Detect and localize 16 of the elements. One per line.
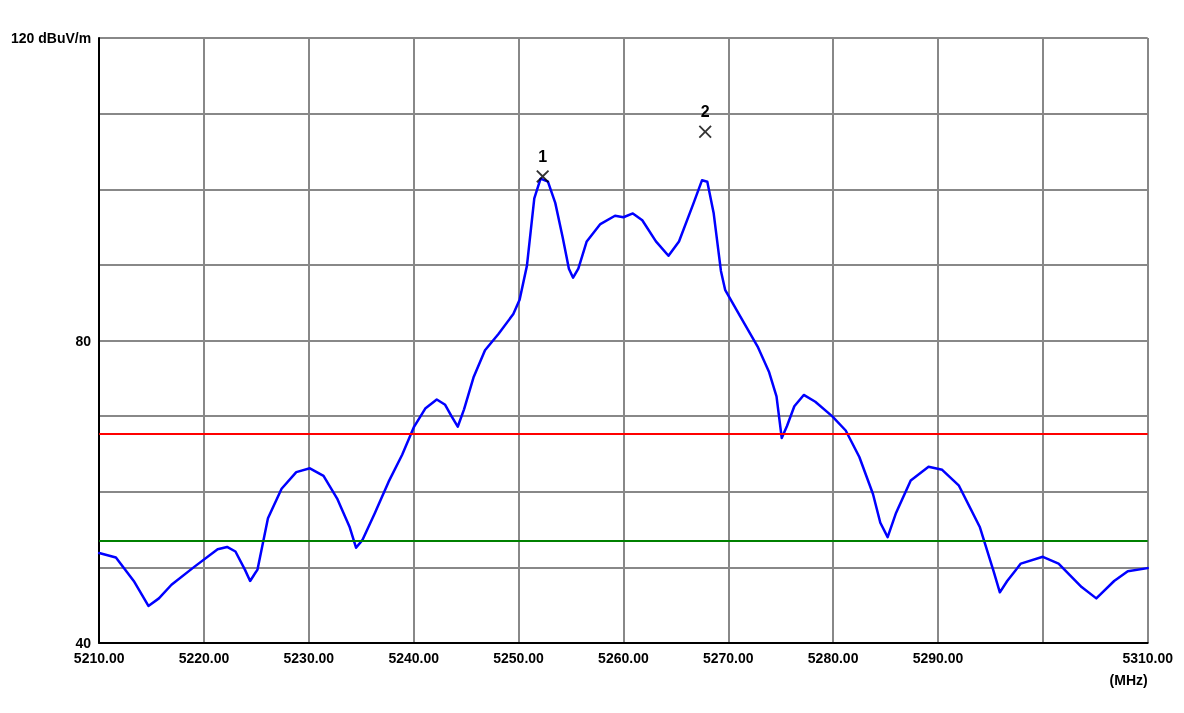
x-tick-label: 5210.00 [73,650,125,666]
x-tick-label: 5260.00 [598,650,649,666]
x-tick-label: 5240.00 [388,650,440,666]
y-tick-label: 120 dBuV/m [11,30,92,46]
x-tick-label: 5270.00 [702,650,754,666]
x-tick-label: 5280.00 [807,650,859,666]
annotation: 1 [538,147,548,165]
x-tick-label: 5250.00 [493,650,545,666]
x-tick-label: 5290.00 [912,650,964,666]
y-tick-label: 40 [75,635,92,651]
x-tick-label: 5220.00 [178,650,230,666]
x-axis-title: (MHz) [1109,672,1148,688]
y-tick-label: 80 [75,332,92,349]
x-tick-label: 5310.00 [1122,650,1174,666]
x-tick-label: 5230.00 [283,650,335,666]
annotation: 2 [700,103,710,121]
